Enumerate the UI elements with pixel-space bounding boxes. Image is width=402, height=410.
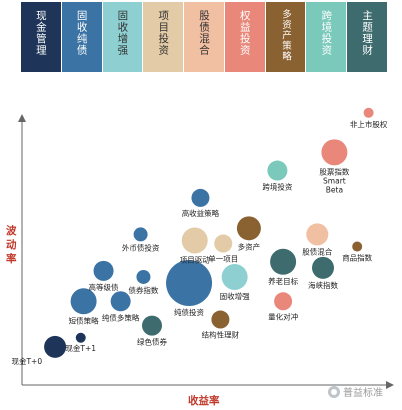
- bubble: [166, 260, 213, 307]
- bubble: [75, 332, 86, 343]
- bubble-label: 海峡指数: [308, 280, 338, 290]
- bubble-label: 纯债多策略: [102, 312, 140, 322]
- category-block: 现金管理: [21, 2, 61, 72]
- category-block: 多资产策略: [265, 2, 306, 72]
- bubble-label: 现金T+1: [65, 343, 96, 353]
- bubble: [133, 227, 148, 242]
- bubble: [44, 335, 67, 358]
- category-block: 固收纯债: [61, 2, 102, 72]
- y-axis-title-char-2: 动: [6, 238, 17, 251]
- bubble: [312, 256, 334, 279]
- category-block: 项目投资: [143, 2, 184, 72]
- bubble: [267, 160, 288, 181]
- bubble: [306, 223, 329, 246]
- bubble-label: 量化对冲: [268, 311, 298, 321]
- bubble-label: Beta: [326, 185, 343, 194]
- bubble-label: 商品指数: [342, 253, 372, 263]
- watermark: 普益标准: [328, 384, 383, 399]
- bubble: [352, 241, 363, 252]
- bubble: [93, 260, 114, 281]
- bubble: [270, 248, 297, 275]
- category-label: 固收纯债: [75, 10, 88, 56]
- category-block: 跨境投资: [306, 2, 347, 72]
- y-axis-title-char-1: 波: [6, 224, 17, 237]
- bubble-label: 股债混合: [302, 246, 332, 256]
- bubble: [321, 139, 348, 166]
- bubble-label: 绿色债券: [137, 337, 167, 347]
- bubble: [274, 292, 293, 311]
- category-label: 多资产策略: [280, 9, 292, 62]
- bubble-label: 现金T+0: [11, 356, 42, 366]
- bubble-label: 养老目标: [268, 276, 298, 286]
- bubble-label: 外币债投资: [122, 242, 160, 252]
- category-label: 项目投资: [157, 10, 170, 56]
- bubble: [181, 227, 208, 254]
- bubble-label: 结构性理财: [202, 330, 240, 340]
- x-axis-title: 收益率: [188, 394, 220, 407]
- bubble-label: Smart: [323, 176, 346, 185]
- bubble-label: 固收增强: [220, 291, 250, 301]
- bubble-label: 高等级债: [89, 282, 119, 292]
- bubble-label: 项目驱动: [180, 254, 210, 264]
- bubble: [110, 291, 131, 312]
- bubble-label: 短债策略: [69, 315, 99, 325]
- bubble: [214, 234, 233, 253]
- bubble-label: 高收益策略: [182, 208, 220, 218]
- category-legend-bar: 现金管理 固收纯债 固收增强 项目投资 股债混合 权益投资 多资产策略 跨境投资 主题理财: [21, 2, 388, 72]
- bubble-label: 股票指数: [319, 166, 349, 176]
- bubble: [363, 107, 374, 118]
- bubble-label: 债券指数: [128, 285, 158, 295]
- bubble: [221, 263, 248, 290]
- bubble: [236, 216, 261, 241]
- category-label: 股债混合: [197, 10, 210, 56]
- category-label: 固收增强: [116, 10, 129, 56]
- bubble: [70, 288, 97, 315]
- category-block: 股债混合: [184, 2, 224, 72]
- bubble-label: 多资产: [238, 241, 261, 251]
- bubble: [211, 310, 230, 329]
- wechat-icon: [328, 385, 340, 398]
- category-label: 权益投资: [238, 10, 251, 56]
- category-label: 现金管理: [34, 10, 47, 56]
- bubble-label: 单一项目: [208, 254, 238, 264]
- category-block: 主题理财: [347, 2, 387, 72]
- bubble: [136, 269, 151, 284]
- category-block: 权益投资: [224, 2, 265, 72]
- category-label: 主题理财: [361, 10, 374, 56]
- y-axis-title-char-3: 率: [6, 252, 17, 265]
- bubble-label: 跨境投资: [262, 182, 292, 192]
- category-label: 跨境投资: [320, 10, 333, 56]
- bubble: [142, 315, 162, 336]
- watermark-text: 普益标准: [343, 388, 383, 399]
- bubble: [191, 188, 210, 207]
- category-block: 固收增强: [102, 2, 143, 72]
- bubble-label: 纯债投资: [174, 307, 204, 317]
- bubble-label: 非上市股权: [350, 119, 388, 129]
